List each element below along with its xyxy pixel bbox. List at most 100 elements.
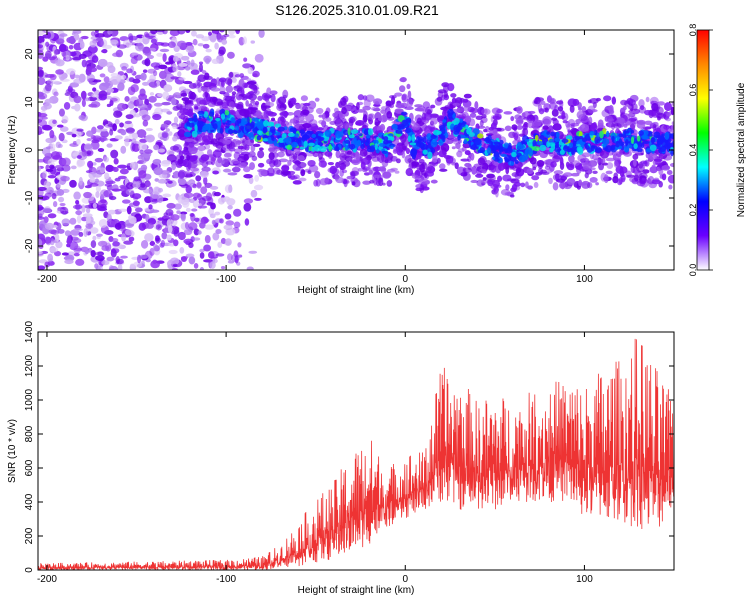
y-tick-label: -10 — [24, 190, 35, 205]
spectrogram-signal-blob — [221, 157, 229, 163]
x-tick-label: -100 — [216, 274, 236, 285]
spectrogram-noise-blob — [58, 108, 65, 117]
spectrogram-core-blob — [426, 133, 433, 141]
spectrogram-noise-blob — [92, 162, 97, 166]
spectrogram-core-blob — [498, 148, 505, 152]
spectrogram-signal-blob — [381, 167, 387, 172]
spectrogram-signal-blob — [518, 133, 526, 137]
spectrogram-signal-blob — [570, 172, 580, 177]
spectrogram-noise-blob — [156, 194, 164, 203]
spectrogram-core-blob — [636, 147, 643, 153]
spectrogram-noise-blob — [115, 49, 124, 58]
spectrogram-noise-blob — [144, 98, 149, 106]
spectrogram-signal-blob — [543, 118, 551, 127]
spectrogram-signal-blob — [515, 167, 522, 173]
spectrogram-noise-blob — [43, 30, 53, 33]
spectrogram-core-blob — [599, 130, 604, 139]
spectrogram-signal-blob — [307, 159, 316, 167]
spectrogram-noise-blob — [169, 257, 180, 265]
spectrogram-signal-blob — [503, 111, 513, 115]
spectrogram-signal-blob — [298, 177, 307, 182]
spectrogram-noise-blob — [103, 190, 113, 198]
spectrogram-noise-blob — [195, 34, 205, 39]
spectrogram-signal-blob — [560, 181, 566, 190]
spectrogram-noise-blob — [162, 30, 168, 35]
spectrogram-signal-blob — [515, 117, 524, 126]
figure-title: S126.2025.310.01.09.R21 — [275, 2, 439, 18]
spectrogram-core-blob — [594, 129, 598, 136]
spectrogram-core-blob — [227, 129, 234, 135]
spectrogram-core-blob — [586, 147, 593, 153]
spectrogram-noise-blob — [192, 183, 197, 189]
spectrogram-signal-blob — [481, 108, 491, 115]
spectrogram-noise-blob — [92, 235, 97, 241]
spectrogram-core-blob — [277, 126, 285, 132]
spectrogram-core-blob — [655, 135, 663, 139]
spectrogram-core-blob — [317, 139, 322, 146]
spectrogram-core-blob — [401, 111, 408, 116]
spectrogram-core-blob — [493, 141, 501, 145]
spectrogram-signal-blob — [278, 158, 289, 163]
spectrogram-noise-blob — [49, 247, 59, 253]
spectrogram-noise-blob — [44, 98, 53, 104]
spectrogram-signal-blob — [185, 100, 192, 104]
spectrogram-noise-blob — [128, 236, 135, 242]
spectrogram-noise-blob — [75, 210, 83, 216]
spectrogram-signal-blob — [467, 156, 472, 163]
spectrogram-noise-blob — [190, 236, 195, 243]
spectrogram-noise-blob — [53, 91, 59, 97]
spectrogram-core-blob — [630, 129, 634, 134]
spectrogram-noise-blob — [202, 43, 210, 49]
spectrogram-noise-blob — [144, 233, 154, 242]
spectrogram-core-blob — [546, 141, 550, 148]
spectrogram-core-blob — [318, 136, 325, 141]
spectrogram-core-blob — [275, 131, 281, 136]
spectrogram-noise-blob — [228, 30, 235, 36]
spectrogram-noise-blob — [90, 240, 97, 249]
spectrogram-noise-blob — [66, 131, 75, 136]
spectrogram-core-blob — [187, 117, 194, 122]
spectrogram-signal-blob — [215, 141, 224, 150]
spectrogram-signal-blob — [655, 112, 664, 119]
spectrogram-noise-blob — [162, 193, 172, 198]
spectrogram-signal-blob — [215, 159, 223, 168]
spectrogram-signal-blob — [553, 170, 564, 175]
spectrogram-noise-blob — [76, 159, 83, 168]
spectrogram-signal-blob — [359, 148, 368, 157]
spectrogram-core-blob — [241, 117, 248, 123]
spectrogram-noise-blob — [234, 255, 239, 264]
spectrogram-noise-blob — [127, 101, 135, 109]
spectrogram-signal-blob — [401, 150, 406, 159]
spectrogram-signal-blob — [635, 163, 645, 173]
spectrogram-signal-blob — [204, 91, 209, 98]
spectrogram-signal-blob — [420, 116, 427, 123]
spectrogram-noise-blob — [158, 64, 168, 70]
spectrogram-signal-blob — [526, 168, 534, 175]
spectrogram-noise-blob — [169, 30, 180, 37]
spectrogram-signal-blob — [554, 122, 562, 130]
spectrogram-core-blob — [353, 137, 357, 141]
spectrogram-noise-blob — [57, 207, 62, 212]
spectrogram-noise-blob — [72, 30, 82, 35]
spectrogram-noise-blob — [158, 70, 167, 80]
spectrogram-signal-blob — [225, 85, 234, 93]
spectrogram-core-blob — [274, 123, 282, 128]
spectrogram-core-blob — [539, 144, 547, 152]
spectrogram-signal-blob — [425, 170, 435, 177]
spectrogram-noise-blob — [201, 70, 207, 74]
spectrogram-noise-blob — [192, 237, 201, 241]
spectrogram-core-blob — [405, 117, 412, 123]
spectrogram-signal-blob — [446, 134, 456, 139]
spectrogram-signal-blob — [663, 124, 670, 130]
spectrogram-noise-blob — [242, 36, 248, 45]
spectrogram-noise-blob — [222, 168, 232, 173]
y-tick-label: 1200 — [24, 354, 35, 377]
spectrogram-noise-blob — [119, 122, 124, 128]
spectrogram-noise-blob — [153, 186, 160, 195]
spectrogram-signal-blob — [363, 172, 371, 176]
spectrogram-noise-blob — [99, 39, 104, 47]
spectrogram-noise-blob — [163, 84, 172, 92]
spectrogram-signal-blob — [179, 155, 185, 161]
spectrogram-core-blob — [504, 158, 510, 163]
spectrogram-signal-blob — [328, 152, 333, 159]
